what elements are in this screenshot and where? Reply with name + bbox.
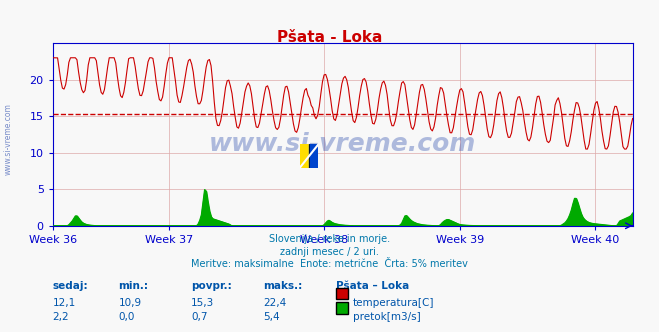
Polygon shape [300, 144, 309, 168]
Text: temperatura[C]: temperatura[C] [353, 298, 434, 308]
Text: 0,7: 0,7 [191, 312, 208, 322]
Text: 10,9: 10,9 [119, 298, 142, 308]
Text: 0,0: 0,0 [119, 312, 135, 322]
Text: Slovenija / reke in morje.: Slovenija / reke in morje. [269, 234, 390, 244]
Text: 5,4: 5,4 [264, 312, 280, 322]
Text: www.si-vreme.com: www.si-vreme.com [3, 104, 13, 175]
Text: pretok[m3/s]: pretok[m3/s] [353, 312, 420, 322]
Text: 2,2: 2,2 [53, 312, 69, 322]
Text: 12,1: 12,1 [53, 298, 76, 308]
Text: povpr.:: povpr.: [191, 281, 232, 290]
Text: sedaj:: sedaj: [53, 281, 88, 290]
Polygon shape [309, 144, 318, 168]
Text: www.si-vreme.com: www.si-vreme.com [209, 131, 476, 156]
Text: Pšata - Loka: Pšata - Loka [277, 30, 382, 45]
Text: zadnji mesec / 2 uri.: zadnji mesec / 2 uri. [280, 247, 379, 257]
Text: Pšata – Loka: Pšata – Loka [336, 281, 409, 290]
Text: min.:: min.: [119, 281, 149, 290]
Text: maks.:: maks.: [264, 281, 303, 290]
Text: 15,3: 15,3 [191, 298, 214, 308]
Text: Meritve: maksimalne  Enote: metrične  Črta: 5% meritev: Meritve: maksimalne Enote: metrične Črta… [191, 259, 468, 269]
Text: 22,4: 22,4 [264, 298, 287, 308]
